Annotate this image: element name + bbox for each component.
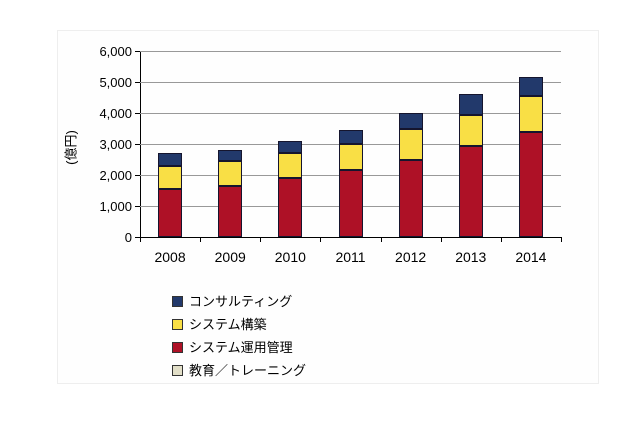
bar-segment-システム運用管理 (158, 188, 183, 237)
x-axis-tick (200, 238, 202, 242)
legend-label: 教育／トレーニング (189, 363, 307, 378)
x-axis-tick-label: 2009 (214, 249, 246, 265)
x-axis-tick (440, 238, 442, 242)
legend-label: システム構築 (189, 317, 267, 332)
y-axis-tick (135, 113, 140, 114)
y-axis-tick (135, 144, 140, 145)
legend-swatch-icon (172, 296, 183, 307)
legend-swatch-icon (172, 319, 183, 330)
bar-segment-システム構築 (218, 161, 243, 186)
bar-segment-システム運用管理 (218, 185, 243, 237)
x-axis-tick (260, 238, 262, 242)
y-axis-tick-label: 6,000 (99, 44, 132, 59)
bar-segment-システム運用管理 (398, 159, 423, 237)
bar-segment-システム構築 (458, 114, 483, 146)
x-axis-tick (500, 238, 502, 242)
y-axis-tick-label: 2,000 (99, 168, 132, 183)
x-axis-tick (140, 238, 141, 242)
y-axis-tick-label: 4,000 (99, 106, 132, 121)
x-axis-tick (380, 238, 382, 242)
bar-segment-システム運用管理 (278, 178, 303, 237)
bar-segment-システム構築 (338, 144, 363, 171)
x-axis-tick (320, 238, 322, 242)
chart-frame (57, 30, 599, 384)
x-axis-tick-label: 2010 (274, 249, 306, 265)
y-axis-tick (135, 51, 140, 52)
legend-swatch-icon (172, 365, 183, 376)
legend-label: システム運用管理 (189, 340, 293, 355)
y-axis-tick-label: 0 (124, 230, 132, 245)
bar-segment-システム運用管理 (518, 131, 543, 237)
bar-segment-コンサルティング (518, 77, 543, 96)
y-axis-title: (億円) (63, 130, 79, 165)
bar-segment-コンサルティング (158, 153, 183, 166)
y-axis-tick (135, 175, 140, 176)
bar-segment-システム構築 (398, 128, 423, 160)
legend-swatch-icon (172, 342, 183, 353)
y-axis-tick-label: 1,000 (99, 199, 132, 214)
bar-segment-システム構築 (518, 95, 543, 132)
legend-item: システム運用管理 (172, 336, 306, 359)
bar-segment-システム構築 (158, 165, 183, 189)
bar-segment-コンサルティング (338, 130, 363, 144)
legend-item: コンサルティング (172, 290, 306, 313)
y-axis-tick (135, 82, 140, 83)
bar-segment-システム構築 (278, 153, 303, 179)
legend-item: 教育／トレーニング (172, 359, 306, 382)
bar-segment-システム運用管理 (338, 170, 363, 237)
legend-label: コンサルティング (189, 294, 293, 309)
chart-legend: コンサルティング システム構築システム運用管理 教育／トレーニング (172, 290, 306, 382)
x-axis-tick-label: 2012 (395, 249, 427, 265)
legend-item: システム構築 (172, 313, 306, 336)
y-axis-tick-label: 5,000 (99, 75, 132, 90)
gridline (140, 82, 561, 83)
gridline (140, 113, 561, 114)
bar-segment-システム運用管理 (458, 145, 483, 237)
y-axis-tick-label: 3,000 (99, 137, 132, 152)
y-axis-tick (135, 237, 140, 238)
y-axis-tick (135, 206, 140, 207)
x-axis-tick-label: 2014 (515, 249, 547, 265)
gridline (140, 51, 561, 52)
x-axis-tick-label: 2013 (455, 249, 487, 265)
bar-segment-コンサルティング (218, 150, 243, 162)
x-axis-tick-label: 2008 (154, 249, 186, 265)
x-axis-tick (561, 238, 562, 242)
bar-segment-コンサルティング (398, 113, 423, 129)
x-axis-tick-label: 2011 (335, 249, 366, 265)
bar-segment-コンサルティング (458, 94, 483, 115)
bar-segment-コンサルティング (278, 140, 303, 154)
